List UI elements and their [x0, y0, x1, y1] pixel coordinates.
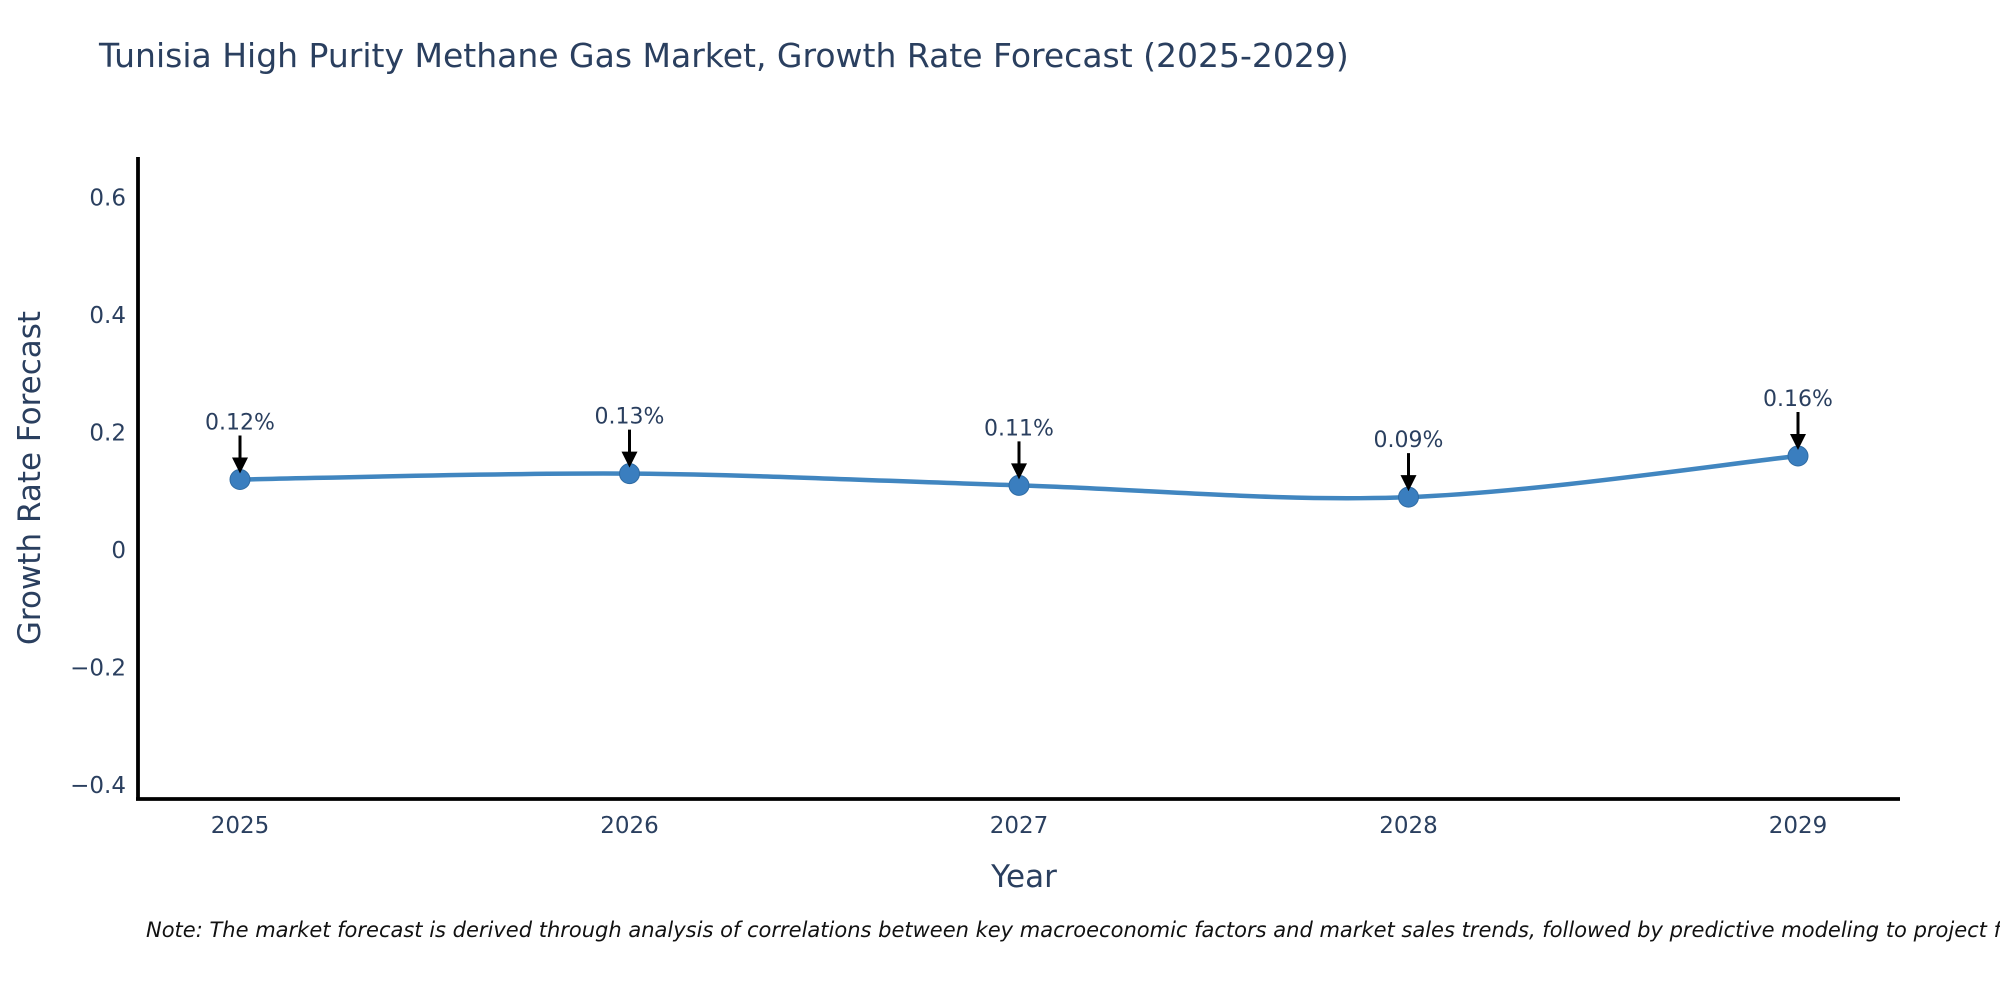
annotation-arrowhead [1400, 475, 1417, 492]
annotation-label: 0.11% [984, 416, 1054, 441]
footnote: Note: The market forecast is derived thr… [146, 918, 2000, 942]
annotation-label: 0.09% [1374, 428, 1444, 453]
x-tick-label: 2028 [1379, 813, 1438, 839]
annotation-arrowhead [1011, 463, 1027, 480]
y-tick-label: −0.2 [70, 656, 126, 682]
annotation-arrowhead [1790, 434, 1806, 450]
annotation-label: 0.16% [1763, 387, 1833, 412]
annotation-arrowhead [232, 457, 248, 474]
annotation-arrowhead [621, 451, 638, 468]
y-tick-label: 0.4 [89, 303, 126, 329]
annotation-label: 0.12% [205, 411, 275, 436]
x-tick-label: 2029 [1769, 813, 1828, 839]
annotation-label: 0.13% [595, 405, 665, 430]
chart-title: Tunisia High Purity Methane Gas Market, … [99, 36, 1349, 75]
y-tick-label: −0.4 [70, 773, 126, 799]
x-axis-title: Year [991, 859, 1057, 895]
x-tick-label: 2026 [600, 813, 659, 839]
y-tick-label: 0.2 [89, 421, 126, 447]
x-tick-label: 2025 [211, 813, 270, 839]
y-tick-label: 0 [111, 538, 126, 564]
y-tick-label: 0.6 [89, 186, 126, 212]
x-tick-label: 2027 [990, 813, 1049, 839]
